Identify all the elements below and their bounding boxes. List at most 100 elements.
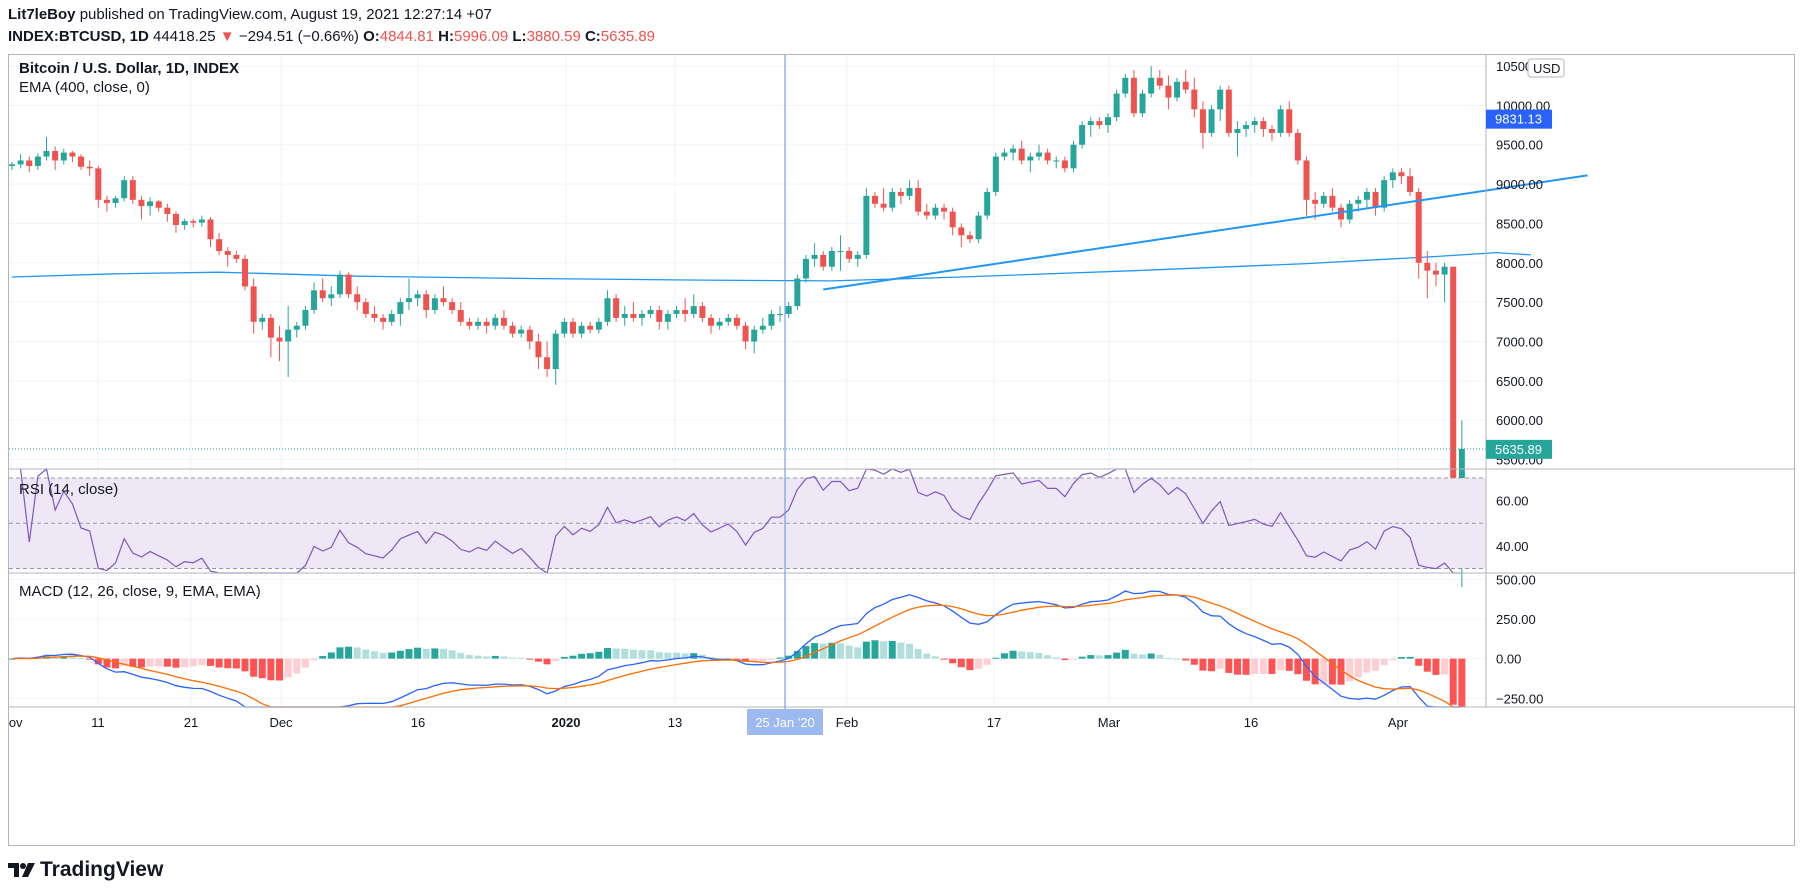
macd-histogram-bar (957, 658, 965, 668)
candle-body (1407, 176, 1414, 192)
candle-body (1225, 89, 1232, 133)
macd-histogram-bar (345, 646, 353, 659)
candle-body (60, 152, 67, 161)
candle (34, 153, 41, 170)
candle (699, 302, 706, 322)
macd-histogram-bar (1130, 653, 1138, 659)
candle (1113, 89, 1120, 122)
ema-400-line (11, 251, 1531, 282)
macd-histogram-bar (975, 658, 983, 669)
macd-histogram-bar (86, 658, 94, 660)
macd-histogram-bar (724, 657, 732, 659)
low-value: 3880.59 (526, 28, 581, 45)
candle (1320, 191, 1327, 208)
macd-histogram-bar (336, 647, 344, 659)
candle-body (267, 317, 274, 338)
macd-histogram-bar (224, 658, 232, 669)
macd-indicator-label[interactable]: MACD (12, 26, close, 9, EMA, EMA) (19, 583, 261, 600)
macd-histogram-bar (1320, 658, 1328, 685)
candle (1424, 250, 1431, 299)
macd-histogram-bar (836, 643, 844, 659)
candle-body (147, 201, 154, 207)
candle (725, 313, 732, 326)
candle-body (362, 302, 369, 314)
candle (578, 321, 585, 338)
candle (1415, 188, 1422, 279)
price-pane-title: Bitcoin / U.S. Dollar, 1D, INDEX (19, 60, 239, 77)
candle-body (949, 211, 956, 228)
candle-body (397, 302, 404, 314)
rsi-indicator-label[interactable]: RSI (14, close) (19, 481, 118, 498)
macd-histogram-bar (353, 647, 361, 659)
candle (1277, 105, 1284, 137)
candle-body (86, 166, 93, 169)
candle-body (190, 221, 197, 223)
candle-body (638, 313, 645, 318)
candle (103, 195, 110, 212)
candle-body (733, 317, 740, 326)
macd-histogram-bar (612, 648, 620, 659)
macd-histogram-bar (1018, 651, 1026, 659)
macd-histogram-bar (1363, 658, 1371, 673)
candle-body (1148, 77, 1155, 94)
macd-histogram-bar (284, 658, 292, 678)
candle-body (742, 325, 749, 342)
price-axis-tick: 8000.00 (1496, 256, 1543, 271)
last-price: 44418.25 (153, 28, 216, 45)
candle (216, 232, 223, 255)
chart-frame[interactable]: 5500.00 6000.00 6500.00 7000.00 7500.00 8000.… (0, 54, 1795, 846)
macd-histogram-bar (1147, 653, 1155, 659)
candle-body (751, 329, 758, 342)
currency-badge: USD (1527, 58, 1565, 78)
candle (112, 195, 119, 208)
candle (1165, 75, 1172, 110)
tradingview-logo[interactable]: TradingView (8, 858, 163, 882)
chart-svg[interactable]: 5500.006000.006500.007000.007500.008000.… (0, 55, 1794, 845)
candle-body (17, 160, 24, 165)
candle-body (336, 274, 343, 295)
candle-body (155, 201, 162, 208)
time-axis-tick: 16 (411, 715, 425, 730)
macd-histogram-bar (733, 658, 741, 660)
macd-histogram-bar (491, 655, 499, 659)
candle (9, 162, 15, 170)
candle (656, 306, 663, 330)
candle-body (207, 219, 214, 240)
candle (1303, 156, 1310, 216)
candle (811, 243, 818, 267)
candle (1027, 152, 1034, 173)
macd-histogram-bar (1026, 652, 1034, 659)
macd-histogram-bar (103, 658, 111, 668)
publisher-name[interactable]: Lit7leBoy (8, 6, 76, 23)
ema-indicator-label[interactable]: EMA (400, close, 0) (19, 79, 150, 96)
candle (673, 306, 680, 318)
macd-histogram-bar (1052, 657, 1060, 659)
macd-histogram-bar (1190, 658, 1198, 665)
candle-body (811, 254, 818, 259)
candle-body (9, 164, 15, 166)
macd-histogram-bar (215, 658, 223, 668)
macd-histogram-bar (914, 648, 922, 659)
close-label: C: (584, 28, 601, 45)
candle-body (569, 321, 576, 334)
price-pane (9, 66, 1588, 588)
candle-body (872, 195, 878, 204)
macd-histogram-bar (742, 658, 750, 662)
macd-histogram-bar (1173, 658, 1181, 660)
candle-body (1079, 125, 1086, 145)
candle-body (1044, 152, 1051, 161)
candle (1044, 148, 1051, 165)
candle (69, 151, 76, 163)
candle (613, 294, 620, 322)
candle (949, 207, 956, 236)
macd-histogram-bar (578, 653, 586, 659)
candle (1061, 156, 1068, 173)
macd-histogram-bar (1242, 658, 1250, 675)
candle-body (1303, 160, 1310, 200)
candle-body (621, 313, 628, 318)
candle-body (544, 357, 551, 370)
macd-histogram-bar (707, 656, 715, 659)
candle (1407, 168, 1414, 196)
candle-body (250, 286, 257, 322)
macd-histogram-bar (802, 646, 810, 659)
